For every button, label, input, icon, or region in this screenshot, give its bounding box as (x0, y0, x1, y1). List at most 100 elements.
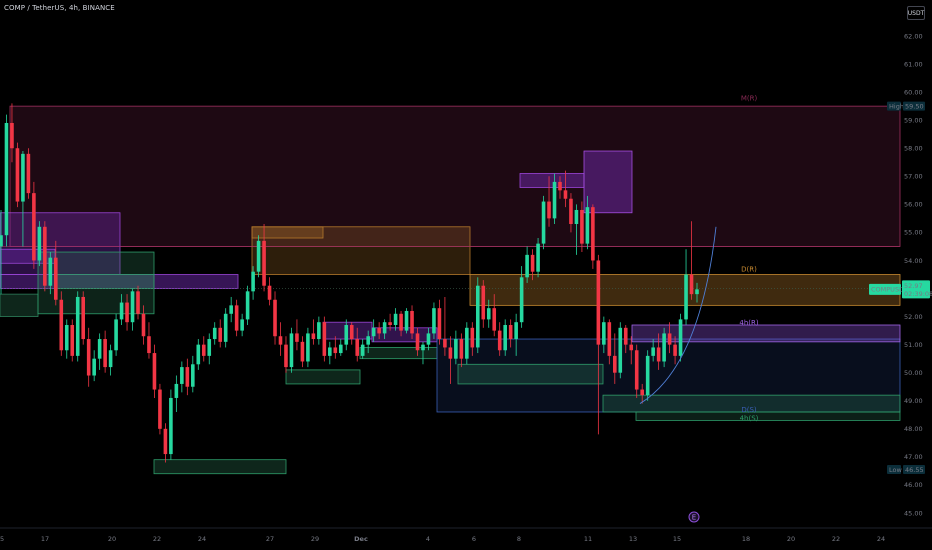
x-tick-label: 5 (0, 535, 4, 543)
candle-body (684, 274, 688, 320)
candle-body (651, 347, 655, 356)
blue-support-zone (436, 338, 901, 413)
x-tick-label: 6 (472, 535, 476, 543)
candle-body (366, 336, 370, 345)
candle-body (32, 193, 36, 261)
candle-body (349, 325, 354, 340)
candle-body (311, 333, 316, 340)
y-tick-label: 49.00 (904, 397, 923, 405)
y-tick-label: 60.00 (904, 88, 923, 96)
candle-body (514, 322, 518, 340)
green-zone-left (0, 293, 39, 317)
candle-body (569, 198, 573, 224)
candle-body (371, 327, 376, 337)
candle-body (497, 330, 502, 351)
candle-body (108, 350, 113, 368)
candle-body (404, 310, 409, 331)
candle-body (251, 271, 255, 292)
x-tick-label: Dec (354, 535, 368, 543)
candle-body (114, 319, 118, 351)
currency-button[interactable]: USDT (907, 6, 925, 20)
candle-body (21, 153, 25, 202)
last-price-value: 52.97 (904, 282, 923, 290)
candle-body (26, 153, 31, 194)
high-label: High (889, 102, 904, 110)
green-zone-mid-2 (359, 347, 438, 360)
candle-body (92, 358, 96, 376)
y-tick-label: 46.00 (904, 481, 923, 489)
candle-body (212, 327, 217, 340)
candle-body (591, 207, 595, 261)
high-value: 59.50 (905, 102, 924, 110)
countdown-value: 02:39:08 (904, 290, 932, 298)
candle-body (508, 325, 513, 340)
candle-body (492, 308, 497, 331)
candle-body (207, 339, 212, 356)
high-value-bg (903, 101, 925, 111)
candle-body (503, 325, 507, 351)
h4-resistance-label: 4h(R) (739, 319, 758, 327)
candle-body (607, 322, 612, 356)
candle-body (196, 344, 201, 365)
candle-body (377, 327, 381, 334)
x-tick-label: 27 (266, 535, 274, 543)
candle-body (295, 333, 299, 342)
y-tick-label: 57.00 (904, 173, 923, 181)
candle-body (448, 347, 453, 359)
candle-body (174, 383, 179, 398)
candle-body (465, 327, 469, 359)
candle-body (580, 209, 584, 244)
candle-body (470, 327, 475, 348)
candle-body (673, 344, 677, 356)
x-tick-label: 24 (877, 535, 885, 543)
y-tick-label: 52.00 (904, 313, 923, 321)
daily-zone-label: D(R) (741, 266, 757, 274)
candle-body (229, 305, 233, 314)
low-label-bg (887, 465, 901, 475)
candle-body (15, 148, 20, 202)
candle-body (75, 296, 80, 356)
zones-layer (0, 105, 901, 475)
high-label-bg (887, 101, 901, 111)
x-tick-label: 20 (108, 535, 116, 543)
y-tick-label: 56.00 (904, 201, 923, 209)
candle-body (382, 322, 387, 334)
candle-body (667, 333, 672, 345)
x-tick-label: 17 (41, 535, 49, 543)
candle-body (634, 350, 639, 390)
last-price-tag-bg (902, 280, 930, 299)
candle-body (54, 257, 58, 300)
candle-body (443, 339, 447, 348)
h4-support-label: 4h(S) (740, 414, 759, 422)
x-tick-label: 22 (153, 535, 161, 543)
candle-body (240, 319, 244, 331)
y-tick-label: 48.00 (904, 425, 923, 433)
candle-body (459, 339, 464, 359)
monthly-resistance-zone (9, 105, 901, 247)
candle-body (662, 333, 666, 362)
candle-body (4, 122, 9, 236)
event-marker-label: E (692, 513, 696, 521)
candle-body (552, 181, 557, 219)
y-tick-label: 58.00 (904, 145, 923, 153)
candle-body (399, 313, 403, 331)
candle-body (125, 302, 129, 323)
candle-body (284, 344, 288, 368)
green-zone-left-3 (54, 274, 155, 289)
candle-body (393, 313, 398, 326)
candle-body (317, 322, 321, 340)
candle-body (223, 313, 228, 342)
low-value-bg (903, 465, 925, 475)
y-tick-label: 59.00 (904, 116, 923, 124)
green-zone-mid (285, 369, 361, 385)
candle-body (618, 327, 623, 373)
candle-body (130, 291, 135, 323)
candle-body (596, 260, 601, 345)
candle-body (415, 333, 420, 351)
candle-body (623, 327, 628, 345)
candle-body (333, 347, 338, 354)
candle-body (629, 344, 634, 351)
candle-body (432, 308, 436, 334)
